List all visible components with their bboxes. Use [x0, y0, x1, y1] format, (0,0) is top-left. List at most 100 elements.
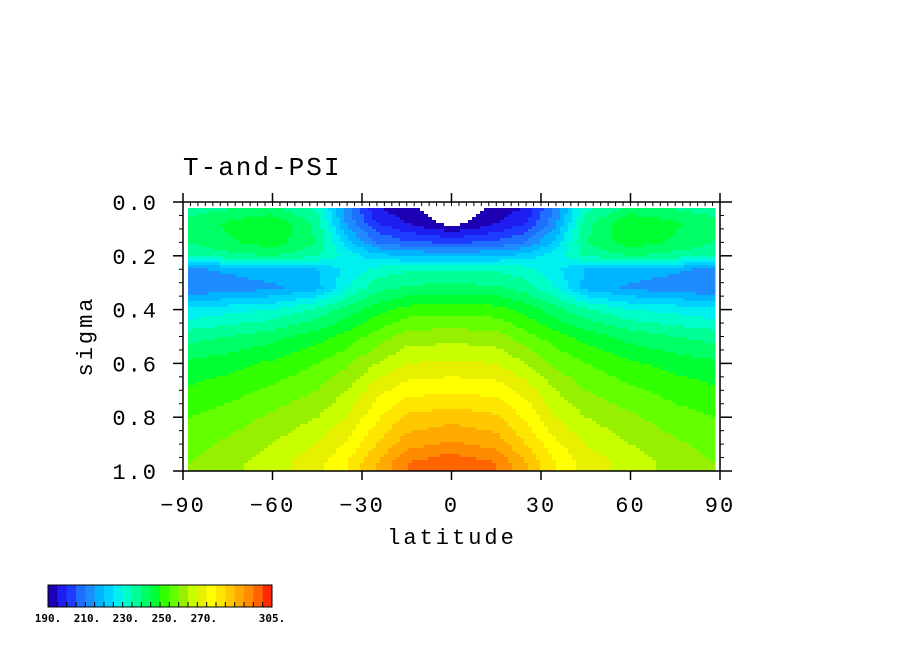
- field-cell: [240, 301, 245, 305]
- field-cell: [268, 241, 273, 245]
- field-cell: [460, 208, 465, 212]
- field-cell: [260, 265, 265, 269]
- field-cell: [320, 307, 325, 311]
- field-cell: [328, 292, 333, 296]
- field-cell: [588, 208, 593, 212]
- field-cell: [220, 247, 225, 251]
- field-cell: [712, 316, 716, 320]
- field-cell: [328, 238, 333, 242]
- field-cell: [244, 274, 249, 278]
- field-cell: [636, 265, 641, 269]
- field-cell: [504, 271, 509, 275]
- field-cell: [480, 304, 485, 308]
- field-cell: [596, 292, 601, 296]
- field-cell: [708, 238, 713, 242]
- field-cell: [576, 253, 581, 257]
- field-cell: [312, 313, 317, 317]
- field-cell: [684, 310, 689, 314]
- field-cell: [520, 247, 525, 251]
- field-cell: [672, 292, 677, 296]
- field-cell: [468, 292, 473, 296]
- field-cell: [576, 277, 581, 281]
- field-cell: [272, 280, 277, 284]
- field-cell: [228, 238, 233, 242]
- field-cell: [528, 238, 533, 242]
- field-cell: [640, 313, 645, 317]
- field-cell: [648, 298, 653, 302]
- field-cell: [572, 217, 577, 221]
- field-cell: [352, 259, 357, 263]
- field-cell: [292, 295, 297, 299]
- field-cell: [200, 283, 205, 287]
- field-cell: [476, 232, 481, 236]
- field-cell: [592, 313, 597, 317]
- field-cell: [520, 304, 525, 308]
- field-cell: [596, 250, 601, 254]
- field-cell: [504, 217, 509, 221]
- field-cell: [328, 283, 333, 287]
- field-cell: [676, 217, 681, 221]
- field-cell: [560, 304, 565, 308]
- field-cell: [616, 238, 621, 242]
- field-cell: [264, 268, 269, 272]
- field-cell: [672, 310, 677, 314]
- field-cell: [204, 220, 209, 224]
- field-cell: [252, 253, 257, 257]
- field-cell: [608, 265, 613, 269]
- field-cell: [528, 289, 533, 293]
- field-cell: [300, 208, 305, 212]
- field-cell: [228, 232, 233, 236]
- field-cell: [216, 289, 221, 293]
- field-cell: [284, 256, 289, 260]
- field-cell: [700, 277, 705, 281]
- field-cell: [564, 232, 569, 236]
- field-cell: [496, 208, 501, 212]
- field-cell: [388, 217, 393, 221]
- field-cell: [252, 247, 257, 251]
- field-cell: [216, 226, 221, 230]
- field-cell: [400, 292, 405, 296]
- field-cell: [576, 262, 581, 266]
- field-cell: [648, 280, 653, 284]
- field-cell: [712, 271, 716, 275]
- field-cell: [544, 238, 549, 242]
- field-cell: [236, 304, 241, 308]
- field-cell: [628, 310, 633, 314]
- field-cell: [220, 304, 225, 308]
- field-cell: [496, 271, 501, 275]
- field-cell: [436, 280, 441, 284]
- field-cell: [352, 208, 357, 212]
- field-cell: [692, 268, 697, 272]
- field-cell: [276, 277, 281, 281]
- field-cell: [416, 307, 421, 311]
- field-cell: [684, 226, 689, 230]
- field-cell: [644, 286, 649, 290]
- field-cell: [500, 283, 505, 287]
- field-cell: [616, 211, 621, 215]
- field-cell: [584, 229, 589, 233]
- field-cell: [492, 220, 497, 224]
- field-cell: [384, 211, 389, 215]
- field-cell: [488, 256, 493, 260]
- field-cell: [652, 232, 657, 236]
- field-cell: [352, 277, 357, 281]
- field-cell: [484, 217, 489, 221]
- field-cell: [696, 310, 701, 314]
- field-cell: [336, 304, 341, 308]
- field-cell: [228, 283, 233, 287]
- field-cell: [208, 319, 213, 323]
- field-cell: [572, 259, 577, 263]
- field-cell: [572, 235, 577, 239]
- field-cell: [384, 229, 389, 233]
- field-cell: [344, 250, 349, 254]
- field-cell: [540, 229, 545, 233]
- field-cell: [264, 280, 269, 284]
- field-cell: [428, 217, 433, 221]
- field-cell: [656, 220, 661, 224]
- field-cell: [424, 253, 429, 257]
- field-cell: [508, 256, 513, 260]
- field-cell: [612, 319, 617, 323]
- field-cell: [416, 214, 421, 218]
- field-cell: [284, 265, 289, 269]
- field-cell: [412, 307, 417, 311]
